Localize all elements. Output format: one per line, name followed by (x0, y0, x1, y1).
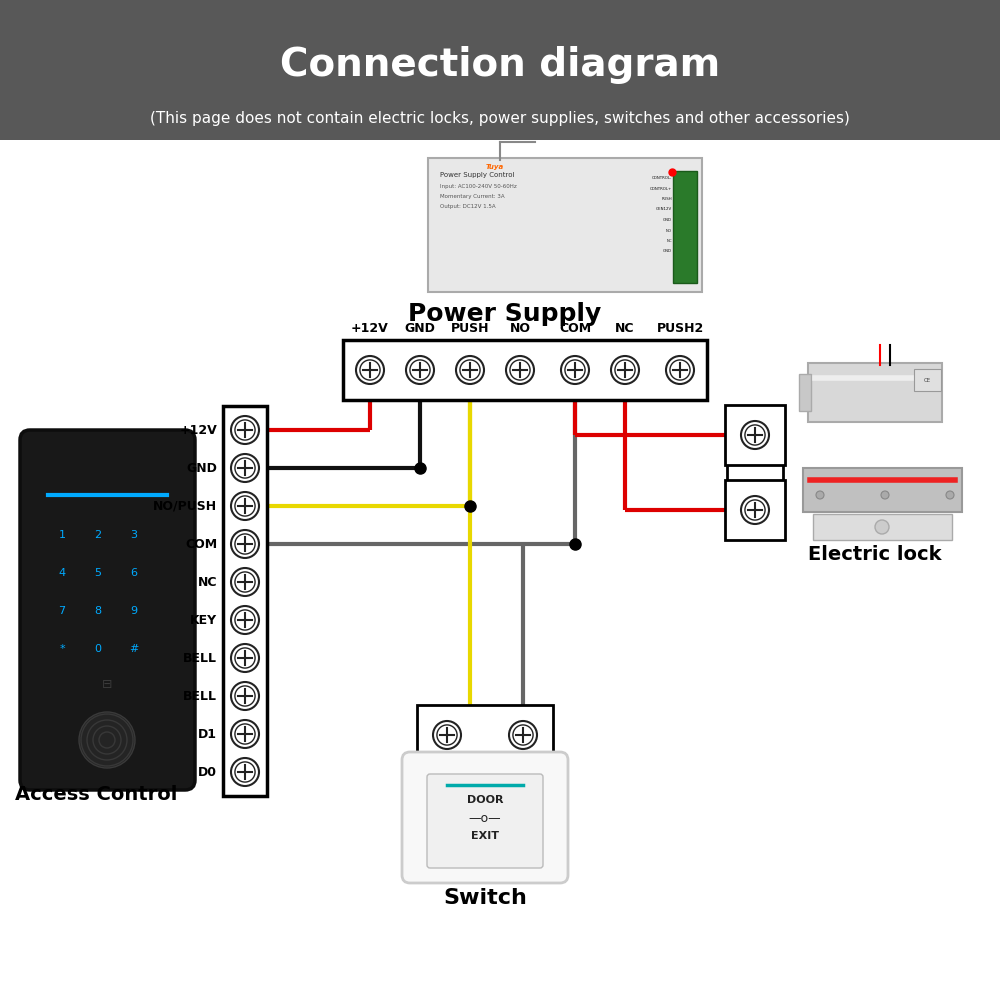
Text: PUSH: PUSH (661, 197, 672, 201)
Text: GND: GND (405, 322, 435, 334)
Text: Power Supply: Power Supply (408, 302, 602, 326)
Text: Output: DC12V 1.5A: Output: DC12V 1.5A (440, 204, 496, 209)
Text: CE: CE (923, 377, 931, 382)
Circle shape (231, 530, 259, 558)
Text: 3: 3 (130, 530, 138, 540)
Text: PUSH2: PUSH2 (656, 322, 704, 334)
FancyBboxPatch shape (803, 468, 962, 512)
FancyBboxPatch shape (427, 774, 543, 868)
Text: DOOR: DOOR (467, 795, 503, 805)
Text: 4: 4 (58, 568, 66, 578)
FancyBboxPatch shape (417, 705, 553, 765)
FancyBboxPatch shape (725, 480, 785, 540)
Text: 1: 1 (58, 530, 66, 540)
Circle shape (816, 491, 824, 499)
Text: NC: NC (666, 239, 672, 243)
Text: *: * (59, 644, 65, 654)
Text: CONTROL-: CONTROL- (652, 176, 672, 180)
Circle shape (356, 356, 384, 384)
FancyBboxPatch shape (914, 369, 941, 391)
FancyBboxPatch shape (673, 171, 697, 283)
Circle shape (406, 356, 434, 384)
Text: D0: D0 (198, 766, 217, 778)
Circle shape (456, 356, 484, 384)
FancyBboxPatch shape (343, 340, 707, 400)
Circle shape (231, 682, 259, 710)
Circle shape (509, 721, 537, 749)
Text: —o—: —o— (469, 812, 501, 824)
Text: 7: 7 (58, 606, 66, 616)
Text: GND: GND (663, 218, 672, 222)
Circle shape (231, 644, 259, 672)
Text: GND: GND (186, 462, 217, 475)
Text: 0: 0 (94, 644, 102, 654)
FancyBboxPatch shape (428, 158, 702, 292)
Text: (This page does not contain electric locks, power supplies, switches and other a: (This page does not contain electric loc… (150, 110, 850, 125)
Text: Switch: Switch (443, 888, 527, 908)
Circle shape (231, 492, 259, 520)
Text: #: # (129, 644, 139, 654)
Circle shape (231, 606, 259, 634)
Circle shape (231, 568, 259, 596)
Text: 2: 2 (94, 530, 102, 540)
Text: 5: 5 (94, 568, 102, 578)
Text: COM: COM (559, 322, 591, 334)
Text: GND: GND (663, 249, 672, 253)
Text: PUSH: PUSH (451, 322, 489, 334)
Circle shape (946, 491, 954, 499)
FancyBboxPatch shape (20, 430, 195, 790)
Text: BELL: BELL (183, 652, 217, 664)
Text: NC: NC (615, 322, 635, 334)
FancyBboxPatch shape (402, 752, 568, 883)
Text: NO/PUSH: NO/PUSH (153, 499, 217, 512)
Text: Electric lock: Electric lock (808, 545, 942, 564)
Text: 8: 8 (94, 606, 102, 616)
Circle shape (741, 496, 769, 524)
Text: 6: 6 (130, 568, 138, 578)
Text: GEN12V: GEN12V (656, 208, 672, 212)
Text: EXIT: EXIT (471, 831, 499, 841)
Text: D1: D1 (198, 728, 217, 740)
Circle shape (231, 454, 259, 482)
Text: 9: 9 (130, 606, 138, 616)
Text: Power Supply Control: Power Supply Control (440, 172, 514, 178)
FancyBboxPatch shape (0, 140, 1000, 1000)
Circle shape (231, 720, 259, 748)
Text: NC: NC (198, 576, 217, 588)
Text: NO: NO (666, 229, 672, 232)
Text: Connection diagram: Connection diagram (280, 46, 720, 84)
Circle shape (506, 356, 534, 384)
Circle shape (881, 491, 889, 499)
Circle shape (741, 421, 769, 449)
FancyBboxPatch shape (0, 0, 1000, 140)
Circle shape (561, 356, 589, 384)
FancyBboxPatch shape (813, 514, 952, 540)
FancyBboxPatch shape (799, 374, 811, 411)
Circle shape (433, 721, 461, 749)
Text: COM: COM (185, 538, 217, 550)
Circle shape (231, 416, 259, 444)
Text: BELL: BELL (183, 690, 217, 702)
Text: Access Control: Access Control (15, 785, 177, 804)
Circle shape (666, 356, 694, 384)
Text: +12V: +12V (179, 424, 217, 436)
Text: Momentary Current: 3A: Momentary Current: 3A (440, 194, 505, 199)
Text: +12V: +12V (351, 322, 389, 334)
Text: Tuya: Tuya (486, 164, 504, 170)
Circle shape (611, 356, 639, 384)
Circle shape (231, 758, 259, 786)
Text: Input: AC100-240V 50-60Hz: Input: AC100-240V 50-60Hz (440, 184, 517, 189)
Text: NO: NO (510, 322, 530, 334)
Circle shape (79, 712, 135, 768)
FancyBboxPatch shape (223, 406, 267, 796)
Circle shape (875, 520, 889, 534)
Text: KEY: KEY (190, 613, 217, 626)
Text: ⊟: ⊟ (102, 678, 112, 690)
Text: CONTROL+: CONTROL+ (650, 186, 672, 190)
FancyBboxPatch shape (808, 363, 942, 422)
FancyBboxPatch shape (725, 405, 785, 465)
